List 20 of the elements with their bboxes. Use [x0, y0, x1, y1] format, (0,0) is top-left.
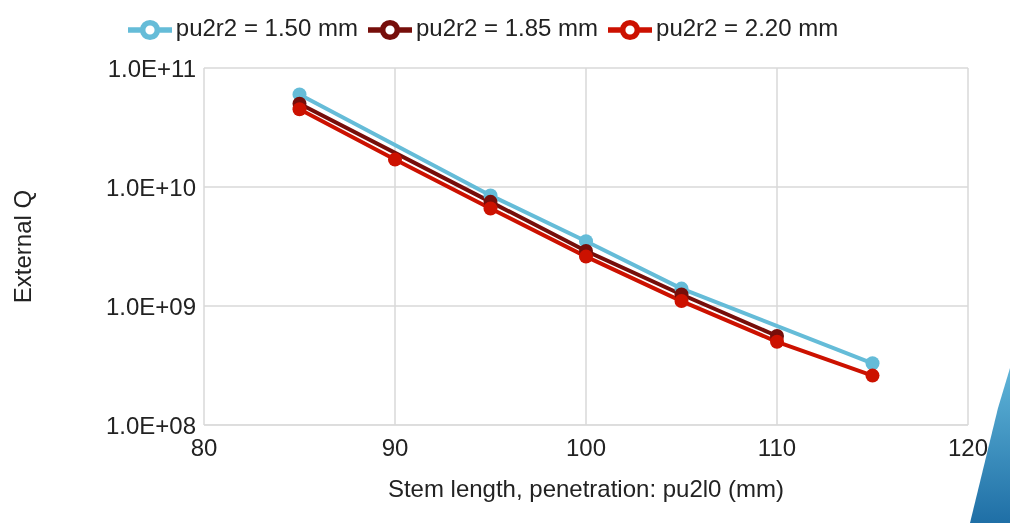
- point: [483, 201, 498, 216]
- point: [865, 368, 880, 383]
- point: [388, 152, 402, 167]
- x-tick-label: 100: [565, 434, 607, 462]
- point: [292, 102, 307, 117]
- legend-label: pu2r2 = 1.85 mm: [415, 14, 599, 42]
- point: [674, 294, 689, 309]
- point: [579, 249, 593, 264]
- x-axis-title: Stem length, penetration: pu2l0 (mm): [387, 475, 785, 502]
- legend-label: pu2r2 = 1.50 mm: [175, 14, 358, 42]
- point: [865, 356, 880, 371]
- point: [770, 334, 784, 349]
- y-tick-label: 1.0E+11: [107, 54, 196, 82]
- y-axis-title: External Q: [8, 189, 36, 304]
- y-tick-label: 1.0E+09: [105, 292, 196, 320]
- legend-label: pu2r2 = 2.20 mm: [656, 14, 839, 42]
- y-tick-label: 1.0E+10: [105, 173, 196, 201]
- x-tick-label: 110: [757, 434, 797, 462]
- x-tick-label: 120: [947, 434, 989, 462]
- x-tick-label: 90: [381, 434, 409, 462]
